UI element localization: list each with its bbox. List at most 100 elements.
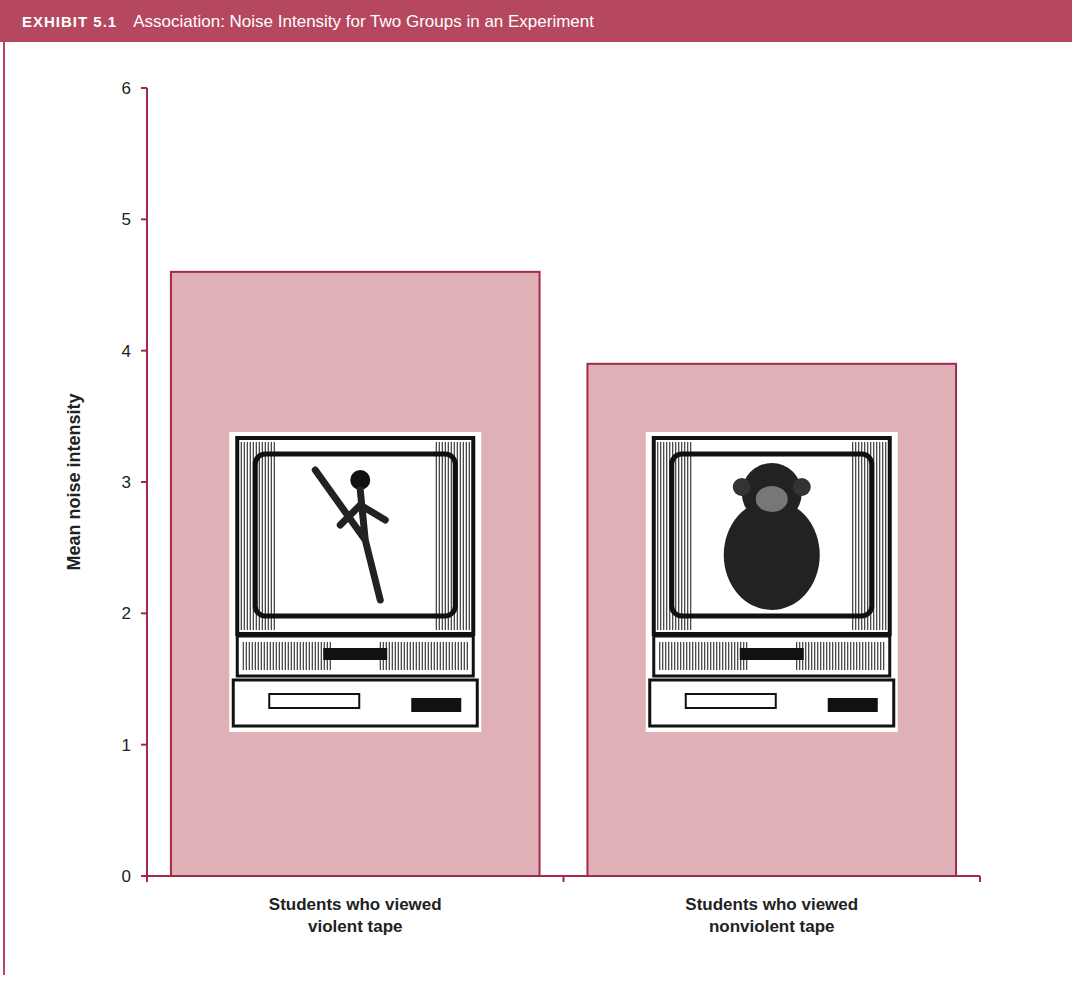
tv-vent [805,642,806,670]
tv-hatch [663,442,664,630]
tv-vent [868,642,869,670]
tv-hatch [436,442,437,630]
tv-hatch [681,442,682,630]
tv-hatch [442,442,443,630]
bar [587,364,956,876]
tv-vent [389,642,390,670]
tv-vent [716,642,717,670]
tv-vent [826,642,827,670]
tv-vent [862,642,863,670]
tv-vent [264,642,265,670]
tv-panel [654,636,890,676]
tv-vent [832,642,833,670]
tv-hatch [253,442,254,630]
tv-controls [323,648,387,660]
label-line: nonviolent tape [709,917,835,936]
tv-hatch [870,442,871,630]
tv-vent [692,642,693,670]
tv-hatch [855,442,856,630]
title: Association: Noise Intensity for Two Gro… [133,12,594,31]
tv-vent [689,642,690,670]
tv-hatch [879,442,880,630]
tv-hatch [657,442,658,630]
tv-hatch [861,442,862,630]
tv-hatch [454,442,455,630]
tv-panel [237,636,473,676]
tv-vent [859,642,860,670]
tv-vent [829,642,830,670]
tv-hatch [457,442,458,630]
tv-hatch [445,442,446,630]
tv-vent [255,642,256,670]
tv-vent [413,642,414,670]
tv-vent [434,642,435,670]
tv-vent [871,642,872,670]
tv-frame [237,438,473,634]
tv-hatch [858,442,859,630]
tv-hatch [256,442,257,630]
tv-vent [464,642,465,670]
tv-vcr [650,680,894,726]
tv-vent [710,642,711,670]
label-line: violent tape [308,917,402,936]
tv-vent [713,642,714,670]
tv-bg [229,432,481,732]
y-tick-label: 0 [122,867,131,886]
tv-hatch [666,442,667,630]
tv-vent [728,642,729,670]
tv-vent [683,642,684,670]
tv-hatch [244,442,245,630]
tv-vent [270,642,271,670]
tv-vent [321,642,322,670]
tv-hatch [669,442,670,630]
x-tick [979,876,981,882]
tv-vent [437,642,438,670]
tv-hatch [463,442,464,630]
tv-vent [674,642,675,670]
tv-vent [686,642,687,670]
tv-vent [883,642,884,670]
tv-vent [853,642,854,670]
tv-vent [246,642,247,670]
tv-vent [731,642,732,670]
tv-hatch [690,442,691,630]
tv-vent [407,642,408,670]
tv-vent [312,642,313,670]
tv-vent [665,642,666,670]
animal [733,478,751,496]
tv-hatch [250,442,251,630]
tv-vent [273,642,274,670]
tv-vent [422,642,423,670]
y-tick-label: 1 [122,736,131,755]
tv-vent [677,642,678,670]
tv-vent [288,642,289,670]
tv-hatch [852,442,853,630]
tv-vent [306,642,307,670]
tv-vent [719,642,720,670]
tv-vent [446,642,447,670]
tv-hatch [268,442,269,630]
exhibit-label: EXHIBIT 5.1 [22,13,117,30]
tv-controls [740,648,804,660]
tv-hatch [678,442,679,630]
frame-line [3,42,5,975]
tv-vent [455,642,456,670]
y-tick [141,87,147,89]
x-tick-label: Students who viewednonviolent tape [685,895,858,936]
tv-vent [838,642,839,670]
tv-vent [823,642,824,670]
tv-hatch [864,442,865,630]
tv-vent [315,642,316,670]
tv-vent [431,642,432,670]
tv-screen [255,454,455,616]
tv-vent [425,642,426,670]
tv-vent [443,642,444,670]
tv-vcr [233,680,477,726]
tv-frame [654,438,890,634]
tv-vent [452,642,453,670]
bar [171,272,540,876]
tv-hatch [873,442,874,630]
y-tick-label: 5 [122,210,131,229]
tv-vent [401,642,402,670]
tv-hatch [876,442,877,630]
